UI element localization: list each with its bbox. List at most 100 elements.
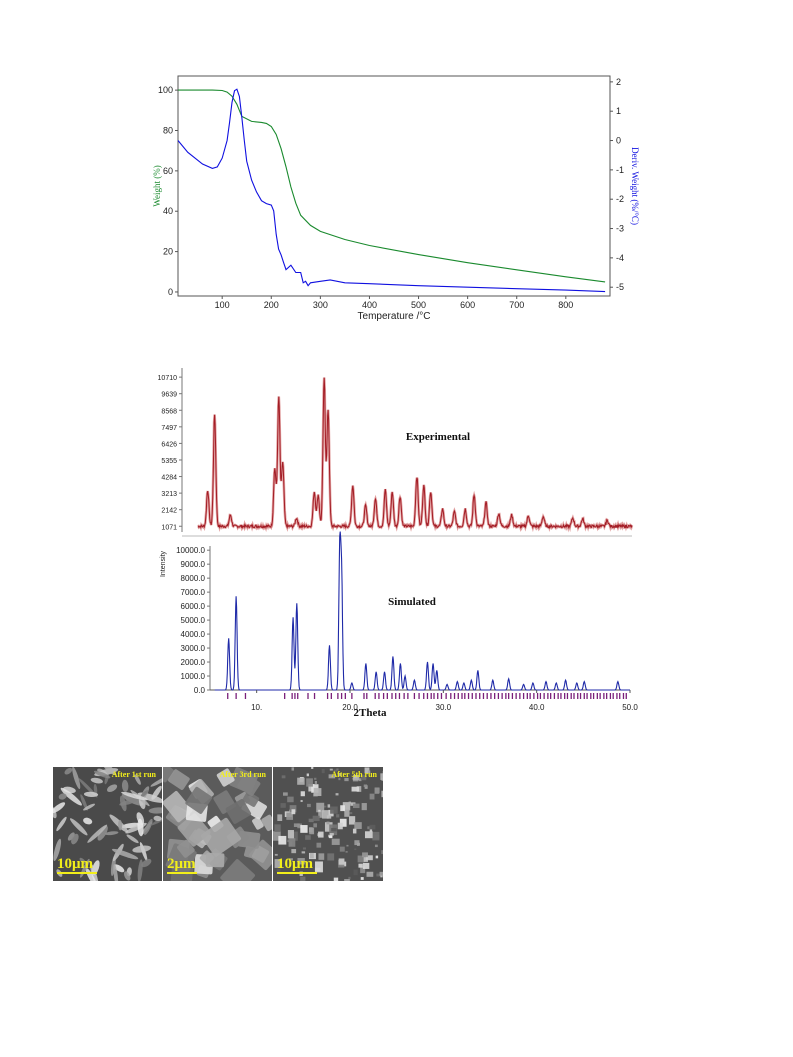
sem-flake	[64, 767, 73, 775]
sem-particle	[374, 787, 380, 794]
sem-particle	[289, 805, 297, 813]
sem-particle	[302, 847, 307, 850]
sim-y-tick-label: 5000.0	[181, 616, 206, 625]
sem-particle	[335, 793, 339, 796]
sem-particle	[353, 869, 358, 876]
sem-particle	[329, 833, 334, 836]
sim-panel-title: Simulated	[388, 596, 436, 608]
sem-flake	[67, 832, 75, 841]
sem-particle	[293, 823, 300, 828]
sem-flake	[104, 831, 119, 836]
sem-particle	[326, 821, 330, 825]
sem-flake	[71, 833, 79, 845]
sem-particle	[372, 831, 380, 841]
sem-particle	[364, 785, 368, 789]
sem-particle	[350, 802, 356, 806]
sem-flake	[60, 787, 82, 806]
sem-particle	[376, 873, 381, 877]
sem-flake	[121, 779, 129, 793]
sim-y-tick-label: 7000.0	[181, 588, 206, 597]
sem-particle	[364, 767, 370, 774]
sem-particle	[381, 790, 383, 798]
sim-x-tick-label: 10.	[251, 703, 262, 712]
sem-flake	[148, 807, 162, 814]
sem-flake	[137, 859, 143, 881]
sem-particle	[374, 844, 378, 848]
sem-particle	[365, 855, 373, 861]
sem-flake	[110, 855, 116, 876]
sem-flake	[69, 818, 88, 836]
sem-particle	[331, 827, 337, 832]
sem-flake	[141, 858, 152, 868]
sem-particle	[300, 799, 303, 803]
sim-y-tick-label: 10000.0	[176, 546, 205, 555]
sem-flake	[90, 777, 104, 784]
sim-x-tick-label: 40.0	[529, 703, 545, 712]
sem-scale-1: 10μm	[57, 856, 93, 872]
sem-particle	[274, 824, 281, 832]
sem-particle	[305, 835, 311, 840]
exp-y-tick-label: 10710	[158, 375, 178, 382]
sem-particle	[360, 774, 367, 781]
sem-particle	[281, 775, 286, 779]
tga-y-tick-label: 60	[163, 166, 173, 176]
sem-flake	[83, 803, 95, 811]
tga-x-axis-label: Temperature /°C	[358, 311, 431, 322]
sim-y-tick-label: 9000.0	[181, 560, 206, 569]
sem-micrograph-3	[273, 767, 383, 881]
tga-deriv-weight-line	[177, 88, 606, 293]
sem-particle	[345, 851, 348, 853]
exp-y-tick-label: 2142	[161, 508, 177, 515]
sem-particle	[318, 811, 324, 818]
sim-y-axis-label: Intensity	[160, 550, 167, 577]
sem-particle	[309, 827, 315, 835]
tga-chart-svg: 100 200 300 400 500 600 700 800 0 20 40 60 80 100 2 1…	[152, 75, 640, 322]
sem-particle	[339, 818, 347, 827]
sim-x-tick-label: 30.0	[436, 703, 452, 712]
sem-particle	[286, 812, 294, 820]
sem-particle	[321, 769, 325, 774]
tga-x-tick-label: 500	[411, 300, 426, 310]
sem-particle	[339, 846, 345, 852]
sem-particle	[283, 792, 288, 796]
sem-particle	[336, 768, 339, 771]
sem-particle	[358, 863, 363, 868]
sem-particle	[336, 814, 340, 818]
sem-images: After 1st run 10μm After 3rd run 2μm Aft…	[53, 767, 383, 881]
sem-label-2: After 3rd run	[219, 770, 266, 779]
tga-y2-tick-label: -5	[616, 282, 624, 292]
sem-flake	[113, 864, 119, 881]
sem-panel-3rd-run: After 3rd run 2μm	[163, 767, 272, 881]
sem-particle	[276, 868, 281, 874]
exp-y-tick-label: 8568	[161, 408, 177, 415]
sem-particle	[344, 809, 350, 817]
sem-crystal	[261, 814, 272, 832]
sem-flake	[112, 848, 139, 860]
sim-y-tick-label: 1000.0	[181, 672, 206, 681]
sem-flake	[72, 767, 81, 790]
tga-x-tick-label: 600	[460, 300, 475, 310]
tga-y-tick-label: 0	[168, 287, 173, 297]
sem-particle	[300, 791, 305, 797]
sem-flake	[150, 813, 162, 826]
sem-particle	[346, 844, 349, 847]
sim-x-axis-label: 2Theta	[354, 707, 388, 719]
sem-particle	[318, 831, 324, 838]
sem-particle	[351, 786, 360, 792]
sem-flake	[87, 824, 108, 843]
sem-flake	[132, 845, 152, 853]
sem-particle	[326, 815, 332, 819]
sem-flake	[80, 794, 88, 811]
sem-particle	[348, 816, 356, 825]
sem-flake	[102, 767, 116, 775]
sem-flake	[126, 834, 139, 844]
sem-particle	[278, 835, 287, 845]
sem-particle	[348, 801, 351, 804]
sem-particle	[327, 853, 335, 861]
sem-particle	[316, 802, 325, 813]
sem-particle	[317, 833, 321, 837]
tga-y-axis-label: Weight (%)	[152, 165, 162, 207]
sem-particle	[277, 814, 283, 822]
sem-crystal	[216, 768, 235, 787]
tga-y-tick-label: 80	[163, 125, 173, 135]
